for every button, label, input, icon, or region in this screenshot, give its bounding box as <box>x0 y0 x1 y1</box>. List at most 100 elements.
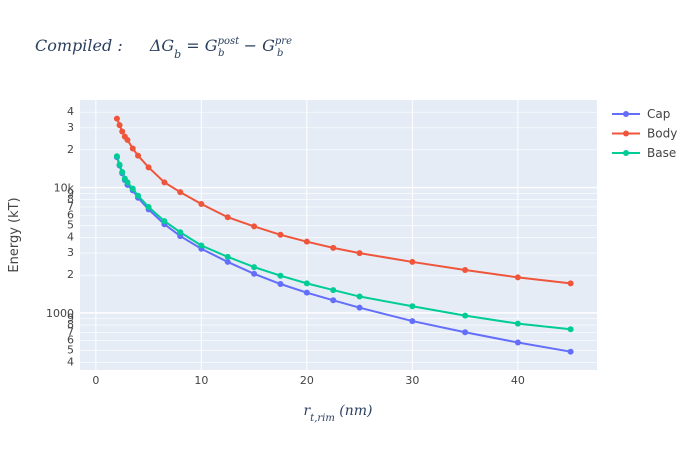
data-point-base <box>224 253 231 260</box>
data-point-base <box>303 280 310 287</box>
data-point-base <box>116 161 123 168</box>
title-eq: = G <box>181 36 218 55</box>
data-point-cap <box>251 270 258 277</box>
y-major-tick-label: 1000 <box>46 307 74 320</box>
data-point-base <box>124 179 131 186</box>
y-minor-tick-label: 9 <box>67 312 74 325</box>
legend-swatch-marker <box>623 111 629 117</box>
data-point-body <box>567 280 574 287</box>
data-point-body <box>224 214 231 221</box>
data-point-cap <box>567 348 574 355</box>
data-point-body <box>119 128 126 135</box>
data-point-base <box>198 242 205 249</box>
y-minor-tick-label: 7 <box>67 200 74 213</box>
y-minor-tick-label: 7 <box>67 325 74 338</box>
data-point-base <box>330 287 337 294</box>
data-point-cap <box>277 280 284 287</box>
data-point-base <box>119 169 126 176</box>
chart-title: Compiled : ΔGb = Gpost b − Gpre b <box>35 36 292 61</box>
legend-label: Body <box>647 127 677 141</box>
x-axis-title-main: r <box>303 403 311 419</box>
data-point-base <box>277 272 284 279</box>
data-point-body <box>177 189 184 196</box>
legend-item-base[interactable]: Base <box>612 146 676 160</box>
x-tick-label: 10 <box>194 374 208 387</box>
title-sup-post: post <box>218 36 241 47</box>
legend-item-cap[interactable]: Cap <box>612 107 670 121</box>
legend: Cap Body Base <box>612 107 677 160</box>
y-minor-tick-label: 4 <box>67 105 74 118</box>
y-minor-tick-label: 4 <box>67 356 74 369</box>
data-point-body <box>135 152 142 159</box>
title-minus: − G <box>239 36 276 55</box>
x-tick-labels: 0 10 20 30 40 <box>92 374 525 387</box>
series-body <box>113 115 574 287</box>
data-point-cap <box>224 258 231 265</box>
data-point-base <box>514 320 521 327</box>
x-tick-label: 30 <box>405 374 419 387</box>
data-point-body <box>113 115 120 122</box>
y-axis-title: Energy (kT) <box>7 197 22 272</box>
title-sub-b-2: b <box>218 48 224 59</box>
legend-label: Cap <box>647 107 670 121</box>
title-delta: ΔG <box>149 36 175 55</box>
data-point-body <box>145 164 152 171</box>
plot-area <box>80 100 597 370</box>
y-minor-tick-label: 4 <box>67 230 74 243</box>
y-minor-tick-label: 2 <box>67 143 74 156</box>
y-minor-tick-label: 3 <box>67 246 74 259</box>
y-minor-tick-label: 8 <box>67 318 74 331</box>
y-minor-tick-label: 8 <box>67 193 74 206</box>
data-point-base <box>145 203 152 210</box>
data-point-body <box>409 258 416 265</box>
data-point-cap <box>409 318 416 325</box>
data-point-body <box>514 274 521 281</box>
y-minor-tick-label: 5 <box>67 218 74 231</box>
data-point-cap <box>303 289 310 296</box>
data-point-body <box>161 179 168 186</box>
data-point-cap <box>462 329 469 336</box>
x-axis-title-sub: t,rim <box>310 413 335 424</box>
data-point-body <box>277 231 284 238</box>
data-point-base <box>161 218 168 225</box>
y-minor-tick-label: 6 <box>67 334 74 347</box>
data-point-body <box>330 244 337 251</box>
data-point-body <box>303 238 310 245</box>
title-sub-b: b <box>174 48 181 61</box>
data-point-body <box>462 266 469 273</box>
data-point-body <box>251 223 258 230</box>
data-point-base <box>113 153 120 160</box>
grid <box>80 100 597 370</box>
data-point-body <box>356 250 363 257</box>
x-tick-label: 40 <box>511 374 525 387</box>
data-point-base <box>251 264 258 271</box>
data-point-base <box>356 293 363 300</box>
data-point-body <box>198 200 205 207</box>
x-axis-title-unit: (nm) <box>335 403 373 419</box>
data-point-base <box>177 229 184 236</box>
series-base <box>113 153 574 333</box>
y-minor-tick-label: 5 <box>67 344 74 357</box>
data-point-body <box>124 136 131 143</box>
x-tick-label: 0 <box>92 374 99 387</box>
x-tick-label: 20 <box>300 374 314 387</box>
y-minor-tick-label: 2 <box>67 268 74 281</box>
data-point-cap <box>330 297 337 304</box>
x-axis-title: rt,rim (nm) <box>303 403 372 424</box>
data-point-base <box>409 303 416 310</box>
title-sup-pre: pre <box>275 36 292 47</box>
legend-label: Base <box>647 146 676 160</box>
legend-swatch-marker <box>623 130 629 137</box>
data-point-base <box>135 192 142 199</box>
legend-item-body[interactable]: Body <box>612 127 677 141</box>
data-point-body <box>116 122 123 129</box>
data-point-base <box>129 185 136 192</box>
legend-swatch-marker <box>623 150 629 156</box>
title-prefix: Compiled : <box>35 36 123 55</box>
y-minor-tick-label: 6 <box>67 208 74 221</box>
title-sub-b-3: b <box>277 48 283 59</box>
y-minor-tick-label: 3 <box>67 121 74 134</box>
y-minor-tick-label: 9 <box>67 186 74 199</box>
